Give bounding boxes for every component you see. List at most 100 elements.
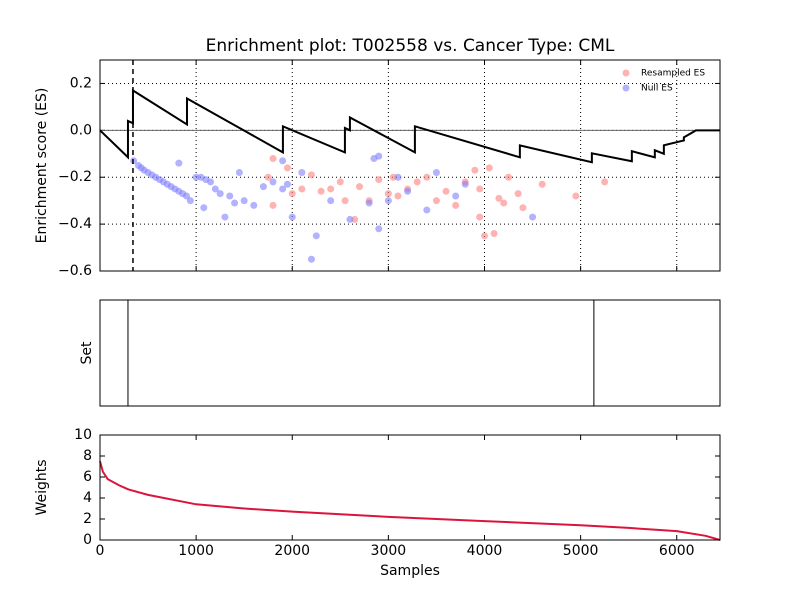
x-tick-label: 0 bbox=[96, 543, 105, 559]
scatter-point bbox=[183, 192, 191, 200]
scatter-point bbox=[476, 185, 484, 193]
x-tick-label: 3000 bbox=[371, 543, 407, 559]
scatter-point bbox=[269, 201, 277, 209]
y-tick-label: 4 bbox=[83, 490, 92, 506]
y-tick-label: −0.4 bbox=[58, 216, 92, 232]
y-tick-label: 6 bbox=[83, 469, 92, 485]
scatter-point bbox=[423, 173, 431, 181]
scatter-point bbox=[442, 187, 450, 195]
axes-frame bbox=[99, 59, 721, 272]
scatter-point bbox=[432, 197, 440, 205]
line-series bbox=[99, 460, 721, 541]
y-tick-label: 0.0 bbox=[70, 122, 92, 138]
scatter-point bbox=[317, 187, 325, 195]
x-tick-label: 1000 bbox=[178, 543, 214, 559]
scatter-point bbox=[572, 192, 580, 200]
scatter-point bbox=[327, 185, 335, 193]
scatter-point bbox=[601, 178, 609, 186]
x-tick-label: 2000 bbox=[274, 543, 310, 559]
scatter-point bbox=[216, 190, 224, 198]
scatter-point bbox=[175, 159, 183, 167]
y-tick-label: 10 bbox=[74, 427, 92, 443]
scatter-point bbox=[461, 180, 469, 188]
scatter-point bbox=[389, 173, 397, 181]
scatter-point bbox=[298, 185, 306, 193]
line-series bbox=[99, 88, 720, 164]
axes-frame bbox=[99, 434, 721, 541]
scatter-point bbox=[485, 164, 493, 172]
scatter-point bbox=[370, 154, 378, 162]
y-tick-label: 0 bbox=[83, 532, 92, 548]
y-tick-label: 0.2 bbox=[70, 75, 92, 91]
scatter-point bbox=[207, 178, 215, 186]
scatter-point bbox=[519, 204, 527, 212]
scatter-point bbox=[490, 229, 498, 237]
scatter-point bbox=[384, 190, 392, 198]
scatter-point bbox=[269, 154, 277, 162]
scatter-point bbox=[432, 169, 440, 177]
scatter-point bbox=[250, 201, 258, 209]
scatter-point bbox=[529, 213, 537, 221]
scatter-point bbox=[259, 183, 267, 191]
scatter-point bbox=[307, 171, 315, 179]
axes-frame bbox=[99, 299, 721, 407]
scatter-point bbox=[495, 194, 503, 202]
scatter-point bbox=[279, 185, 287, 193]
scatter-point bbox=[341, 197, 349, 205]
scatter-point bbox=[538, 180, 546, 188]
legend-label: Resampled ES bbox=[641, 69, 705, 79]
legend-label: Null ES bbox=[641, 84, 673, 94]
legend-marker bbox=[622, 69, 630, 77]
scatter-point bbox=[471, 166, 479, 174]
scatter-point bbox=[514, 190, 522, 198]
y-axis-label: Set bbox=[79, 341, 95, 365]
scatter-point bbox=[235, 169, 243, 177]
y-tick-label: 2 bbox=[83, 511, 92, 527]
scatter-point bbox=[480, 232, 488, 240]
scatter-point bbox=[269, 178, 277, 186]
y-tick-label: −0.2 bbox=[58, 169, 92, 185]
scatter-point bbox=[423, 206, 431, 214]
legend-marker bbox=[622, 84, 630, 92]
scatter-point bbox=[211, 185, 219, 193]
scatter-point bbox=[298, 169, 306, 177]
x-tick-label: 4000 bbox=[467, 543, 503, 559]
chart-title: Enrichment plot: T002558 vs. Cancer Type… bbox=[206, 36, 615, 56]
x-axis-label: Samples bbox=[380, 563, 440, 579]
scatter-point bbox=[288, 190, 296, 198]
scatter-point bbox=[346, 215, 354, 223]
scatter-point bbox=[226, 192, 234, 200]
scatter-point bbox=[394, 173, 402, 181]
scatter-point bbox=[384, 197, 392, 205]
scatter-point bbox=[264, 173, 272, 181]
scatter-point bbox=[375, 176, 383, 184]
scatter-point bbox=[231, 199, 239, 207]
x-tick-label: 5000 bbox=[563, 543, 599, 559]
scatter-point bbox=[452, 201, 460, 209]
scatter-point bbox=[500, 199, 508, 207]
scatter-point bbox=[279, 157, 287, 165]
scatter-point bbox=[365, 199, 373, 207]
scatter-point bbox=[200, 204, 208, 212]
scatter-point bbox=[283, 164, 291, 172]
scatter-point bbox=[375, 225, 383, 233]
y-tick-label: −0.6 bbox=[58, 263, 92, 279]
scatter-point bbox=[413, 178, 421, 186]
scatter-point bbox=[283, 180, 291, 188]
scatter-point bbox=[404, 187, 412, 195]
scatter-point bbox=[327, 197, 335, 205]
scatter-point bbox=[192, 173, 200, 181]
scatter-point bbox=[394, 192, 402, 200]
scatter-point bbox=[312, 232, 320, 240]
scatter-point bbox=[186, 197, 194, 205]
scatter-point bbox=[452, 192, 460, 200]
scatter-point bbox=[351, 215, 359, 223]
scatter-point bbox=[288, 213, 296, 221]
y-tick-label: 8 bbox=[83, 448, 92, 464]
scatter-point bbox=[240, 197, 248, 205]
scatter-point bbox=[221, 213, 229, 221]
scatter-point bbox=[336, 178, 344, 186]
x-tick-label: 6000 bbox=[659, 543, 695, 559]
scatter-point bbox=[476, 213, 484, 221]
